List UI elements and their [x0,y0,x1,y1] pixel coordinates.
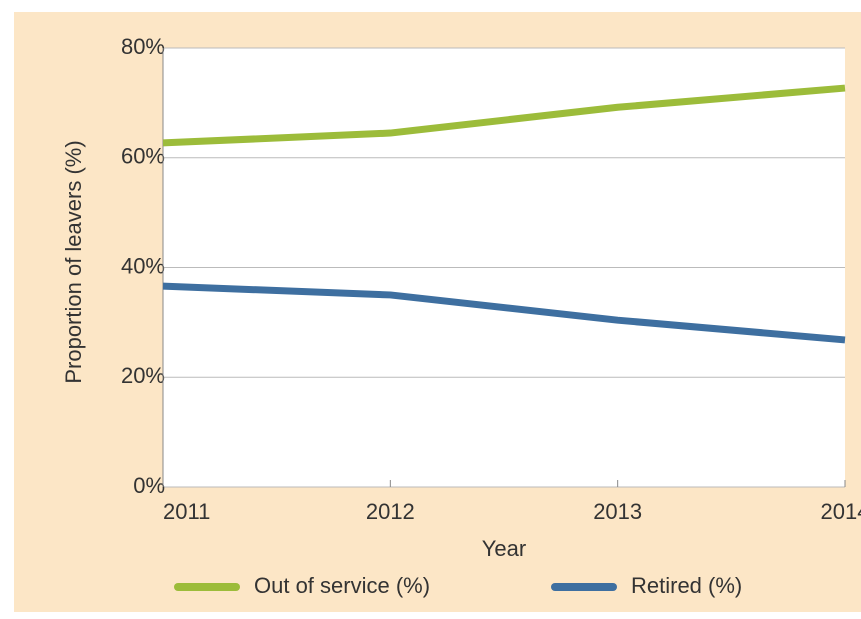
x-tick-label: 2013 [593,499,642,524]
line-series [162,84,846,147]
x-tick-label: 2011 [163,499,210,524]
line-series [162,282,846,344]
y-tick-label: 20% [121,363,165,388]
y-tick-label: 80% [121,34,165,59]
legend-label: Out of service (%) [254,573,430,598]
x-axis-label: Year [482,536,526,561]
y-tick-label: 40% [121,253,165,278]
x-tick-label: 2014 [821,499,861,524]
legend-label: Retired (%) [631,573,742,598]
y-tick-label: 60% [121,144,165,169]
x-tick-label: 2012 [366,499,415,524]
y-axis-label: Proportion of leavers (%) [61,140,86,383]
y-tick-label: 0% [133,473,165,498]
